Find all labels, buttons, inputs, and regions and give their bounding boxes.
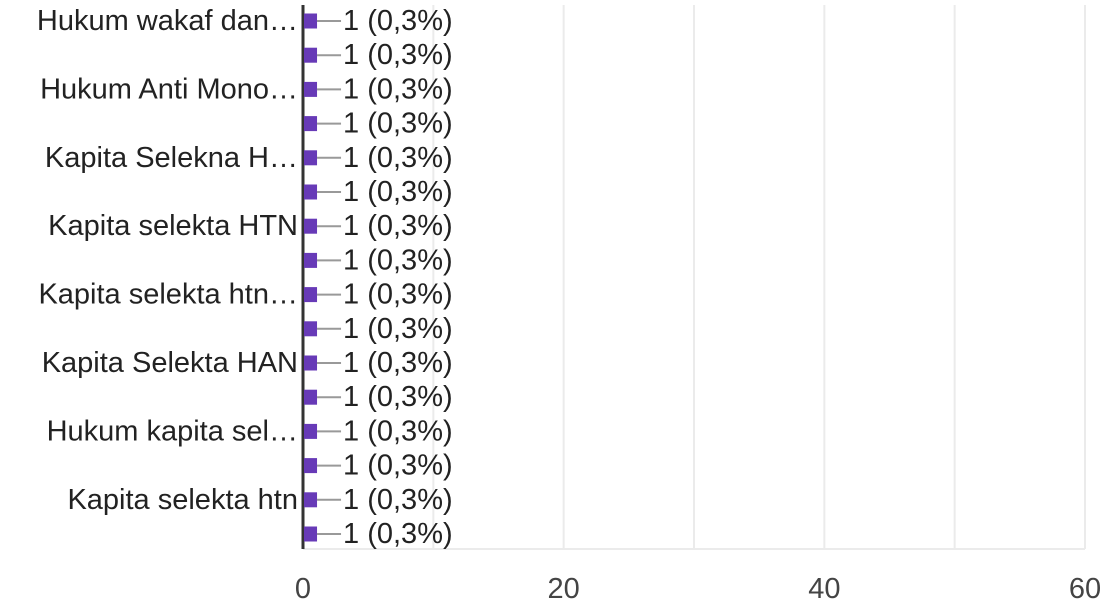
data-label-3: 1 (0,3%) (343, 108, 453, 140)
bar-0 (304, 13, 318, 29)
category-label-10: Kapita Selekta HAN (42, 347, 298, 379)
data-label-9: 1 (0,3%) (343, 313, 453, 345)
category-label-2: Hukum Anti Mono… (40, 73, 298, 105)
data-label-15: 1 (0,3%) (343, 518, 453, 550)
bar-12 (304, 423, 318, 439)
x-axis-ticks: 0 20 40 60 (295, 573, 1101, 605)
data-label-6: 1 (0,3%) (343, 210, 453, 242)
data-label-2: 1 (0,3%) (343, 73, 453, 105)
bar-6 (304, 218, 318, 234)
data-label-10: 1 (0,3%) (343, 347, 453, 379)
bar-2 (304, 81, 318, 97)
bar-3 (304, 116, 318, 132)
x-tick-label-0: 0 (295, 573, 311, 605)
x-tick-label-40: 40 (808, 573, 840, 605)
grid-lines (432, 5, 1086, 549)
labels: 1 (0,3%)Hukum wakaf dan…1 (0,3%)1 (0,3%)… (37, 5, 453, 550)
data-label-13: 1 (0,3%) (343, 450, 453, 482)
bar-11 (304, 389, 318, 405)
data-label-12: 1 (0,3%) (343, 415, 453, 447)
data-label-11: 1 (0,3%) (343, 381, 453, 413)
bar-15 (304, 526, 318, 542)
category-label-0: Hukum wakaf dan… (37, 5, 298, 37)
category-label-6: Kapita selekta HTN (48, 210, 298, 242)
bar-7 (304, 252, 318, 268)
bar-13 (304, 458, 318, 474)
x-tick-label-20: 20 (548, 573, 580, 605)
bar-9 (304, 321, 318, 337)
bar-4 (304, 150, 318, 166)
data-label-7: 1 (0,3%) (343, 244, 453, 276)
bar-5 (304, 184, 318, 200)
bar-10 (304, 355, 318, 371)
category-label-12: Hukum kapita sel… (47, 415, 298, 447)
data-label-14: 1 (0,3%) (343, 484, 453, 516)
category-label-4: Kapita Selekna H… (45, 142, 298, 174)
data-label-5: 1 (0,3%) (343, 176, 453, 208)
axes (301, 5, 1085, 550)
data-label-8: 1 (0,3%) (343, 279, 453, 311)
x-tick-label-60: 60 (1069, 573, 1101, 605)
category-label-8: Kapita selekta htn… (38, 279, 298, 311)
bar-14 (304, 492, 318, 508)
bar-1 (304, 47, 318, 63)
category-label-14: Kapita selekta htn (67, 484, 298, 516)
data-label-0: 1 (0,3%) (343, 5, 453, 37)
bars (304, 13, 318, 542)
data-label-1: 1 (0,3%) (343, 39, 453, 71)
data-label-4: 1 (0,3%) (343, 142, 453, 174)
bar-8 (304, 287, 318, 303)
